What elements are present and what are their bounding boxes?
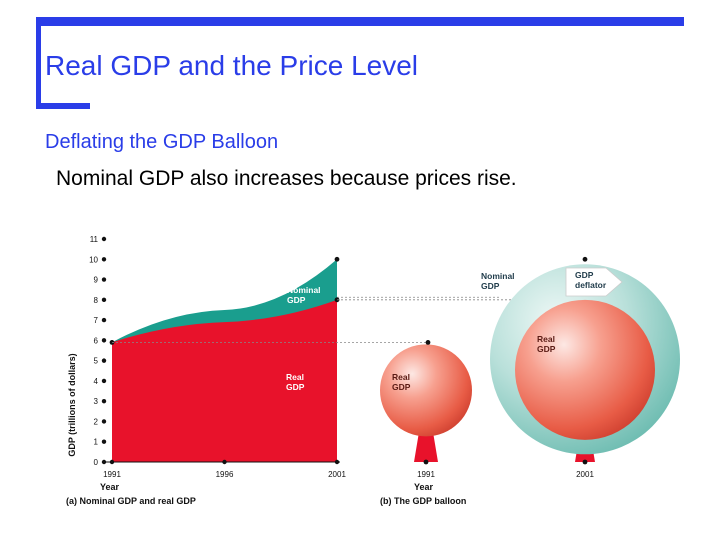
- x-tick-label: 2001: [328, 470, 346, 479]
- x-tick-label: 1996: [216, 470, 234, 479]
- y-tick-mark: [101, 419, 107, 424]
- title-frame-left-bar: [36, 17, 41, 109]
- balloon-2001-base-point: [582, 459, 588, 465]
- y-tick-mark: [101, 236, 107, 242]
- title-frame-bottom-bar: [36, 103, 90, 109]
- y-tick-mark: [101, 277, 107, 282]
- y-tick-mark: [101, 439, 107, 444]
- balloon-1991: [380, 344, 472, 437]
- y-tick-label: 8: [94, 296, 99, 305]
- chart-a-caption: (a) Nominal GDP and real GDP: [66, 496, 196, 506]
- y-tick-label: 5: [94, 357, 99, 366]
- y-tick-label: 2: [94, 417, 99, 426]
- x-tick-mark: [222, 459, 227, 465]
- y-tick-mark: [101, 257, 107, 262]
- balloon-2001-real: [515, 299, 655, 440]
- balloon-2001-nominal-label: Nominal: [481, 271, 515, 281]
- balloon-1991-year: 1991: [417, 470, 435, 479]
- chart-b-x-axis-title: Year: [414, 482, 434, 492]
- x-tick-mark: [334, 459, 340, 465]
- y-tick-mark: [101, 297, 107, 303]
- y-tick-mark: [101, 317, 107, 323]
- balloon-1991-label: GDP: [392, 382, 411, 392]
- y-axis-title: GDP (trillions of dollars): [67, 353, 77, 456]
- nominal-gdp-label: GDP: [287, 295, 306, 305]
- y-tick-mark: [101, 398, 107, 404]
- balloon-1991-label: Real: [392, 372, 410, 382]
- real-gdp-label: Real: [286, 372, 304, 382]
- y-tick-mark: [101, 338, 107, 343]
- slide-title: Real GDP and the Price Level: [45, 50, 419, 81]
- balloon-2001-real-label: Real: [537, 334, 555, 344]
- nominal-gdp-point: [334, 256, 340, 262]
- balloon-2001-top-point: [582, 256, 588, 262]
- balloon-2001-year: 2001: [576, 470, 594, 479]
- y-tick-label: 11: [90, 235, 99, 244]
- balloon-1991-base-point: [423, 459, 429, 465]
- x-tick-label: 1991: [103, 470, 121, 479]
- y-tick-mark: [101, 358, 107, 363]
- slide-body-text: Nominal GDP also increases because price…: [56, 167, 517, 190]
- gdp-deflator-label: GDP: [575, 270, 594, 280]
- y-tick-label: 6: [94, 336, 99, 345]
- balloon-1991-stem: [414, 432, 438, 462]
- title-frame-top-bar: [36, 17, 684, 26]
- y-tick-label: 10: [89, 255, 98, 264]
- x-tick-mark: [109, 459, 115, 465]
- balloon-1991-top-point: [425, 339, 431, 345]
- slide-subtitle: Deflating the GDP Balloon: [45, 131, 279, 153]
- y-tick-label: 3: [94, 397, 99, 406]
- x-axis-title: Year: [100, 482, 120, 492]
- y-tick-label: 1: [94, 438, 99, 447]
- nominal-gdp-label: Nominal: [287, 285, 321, 295]
- y-tick-mark: [101, 378, 107, 384]
- y-tick-label: 7: [94, 316, 99, 325]
- real-gdp-area: [112, 299, 337, 462]
- y-tick-label: 0: [94, 458, 99, 467]
- balloon-2001-real-label: GDP: [537, 344, 556, 354]
- chart-b-caption: (b) The GDP balloon: [380, 496, 466, 506]
- y-tick-label: 4: [94, 377, 99, 386]
- y-tick-label: 9: [94, 276, 99, 285]
- chart-nominal-vs-real-gdp: 0 1 2 3 4 5 6 7 8 9 10 11 1991 1996 2001 Year GDP (trill…: [66, 235, 346, 506]
- gdp-deflator-arrow: [565, 267, 623, 297]
- gdp-deflator-label: deflator: [575, 280, 607, 290]
- balloon-2001-nominal-label: GDP: [481, 281, 500, 291]
- real-gdp-label: GDP: [286, 382, 305, 392]
